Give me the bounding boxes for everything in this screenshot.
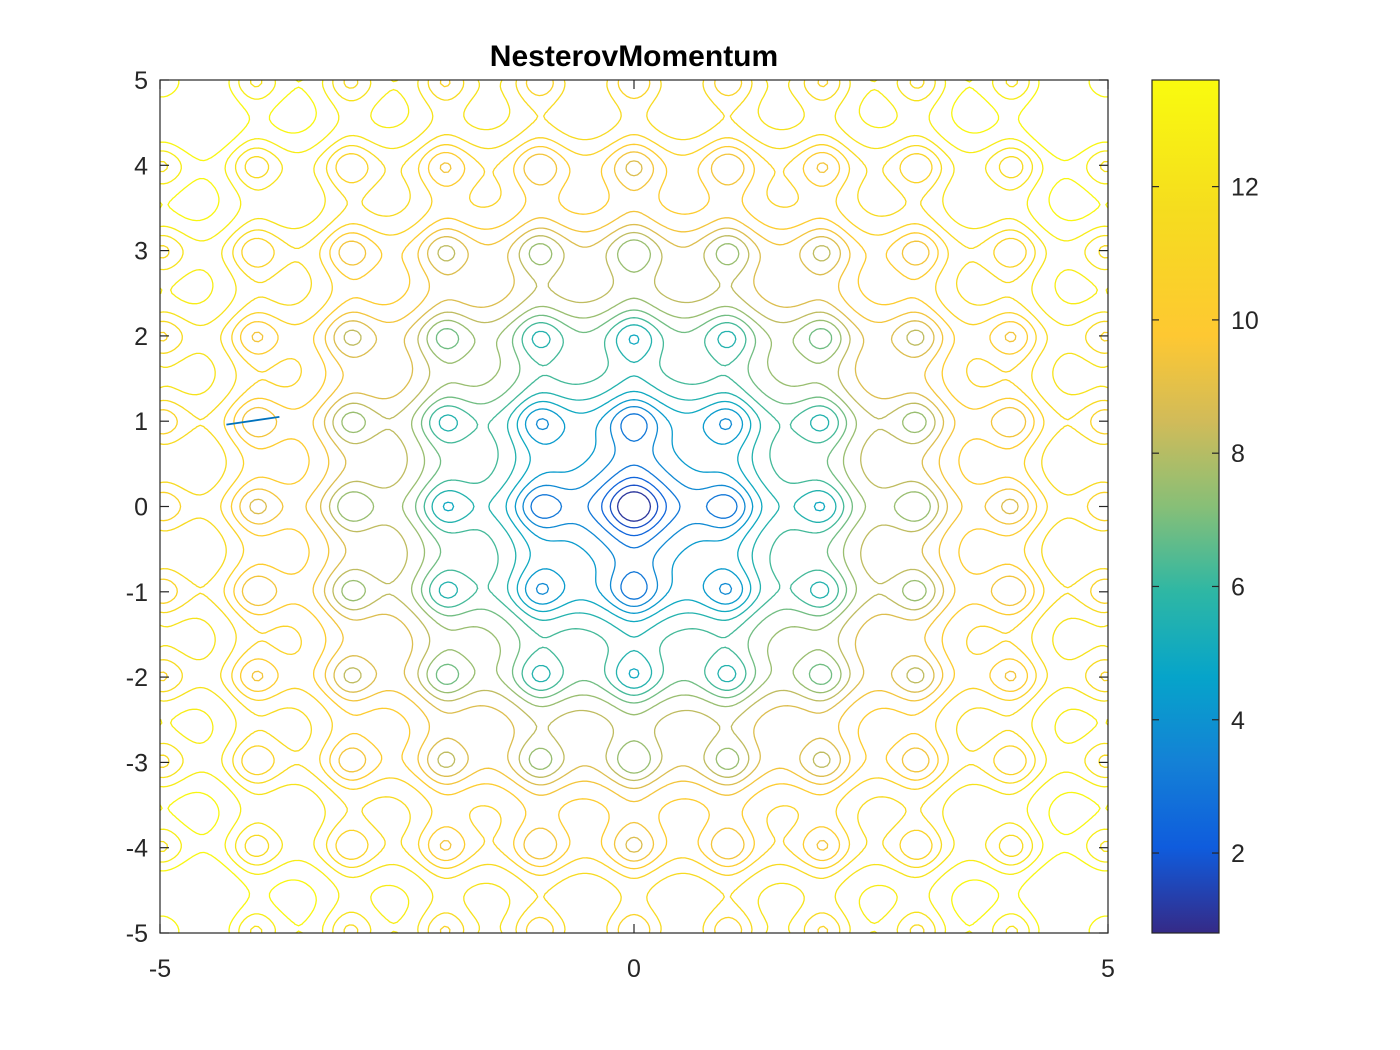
x-tick-label: -5 [149,955,171,983]
y-tick-label: 0 [134,494,148,522]
contour-level-16 [160,80,1108,933]
colorbar-tick-label: 12 [1231,174,1259,202]
contour-level-10 [337,239,931,774]
colorbar-tick-label: 6 [1231,573,1245,601]
y-tick-label: 1 [134,408,148,436]
contour-level-11 [328,231,940,782]
plot-frame [159,79,1109,934]
contour-level-8 [423,317,845,696]
y-tick-label: 2 [134,323,148,351]
contour-level-6 [442,334,826,679]
x-tick-label: 5 [1101,955,1115,983]
contour-level-12 [249,160,1019,853]
contour-level-19 [160,80,1108,933]
x-axis: -5 0 5 [149,80,1115,983]
contour-level-13 [239,151,1029,862]
contour-level-2 [601,476,667,537]
contour-level-7 [431,324,837,689]
y-tick-label: -1 [126,579,148,607]
colorbar-tick-label: 8 [1231,440,1245,468]
contour-level-1 [609,484,659,529]
contour-level-17 [160,80,1108,933]
contour-level-15 [160,80,1108,933]
colorbar-tick-label: 4 [1231,707,1245,735]
optimizer-path [226,416,280,426]
contour-level-3 [530,413,738,600]
contour-level-0 [616,491,652,522]
contour-level-5 [514,399,754,614]
colorbar-tick-label: 2 [1231,840,1245,868]
colorbar-axis: 12 10 8 6 4 2 [1152,174,1259,868]
optimizer-path-layer [226,416,280,426]
contour-level-18 [160,80,1108,933]
contour-level-9 [414,309,854,704]
contour-level-4 [522,405,746,608]
y-axis: 5 4 3 2 1 0 -1 -2 -3 -4 -5 [126,67,1108,948]
y-tick-label: -3 [126,749,148,777]
colorbar [1151,79,1220,934]
contour-plot [160,80,1108,933]
y-tick-label: 4 [134,152,148,180]
contour-level-14 [230,143,1038,870]
y-tick-label: -2 [126,664,148,692]
y-tick-label: -4 [126,835,148,863]
colorbar-tick-label: 10 [1231,307,1259,335]
x-tick-label: 0 [627,955,641,983]
y-tick-label: 5 [134,67,148,95]
y-tick-label: -5 [126,920,148,948]
y-tick-label: 3 [134,238,148,266]
chart-title: NesterovMomentum [490,40,778,73]
